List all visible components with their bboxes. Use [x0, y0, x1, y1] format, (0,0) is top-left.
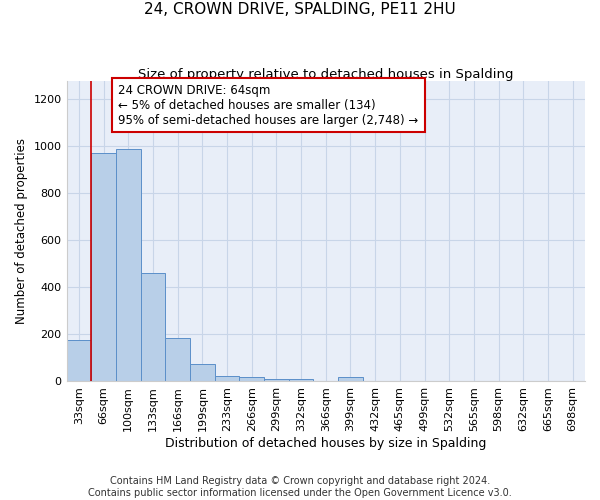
Bar [264, 378, 289, 382]
Text: 24, CROWN DRIVE, SPALDING, PE11 2HU: 24, CROWN DRIVE, SPALDING, PE11 2HU [144, 2, 456, 18]
Text: Contains HM Land Registry data © Crown copyright and database right 2024.
Contai: Contains HM Land Registry data © Crown c… [88, 476, 512, 498]
Bar [67, 340, 91, 382]
Bar [91, 154, 116, 382]
Y-axis label: Number of detached properties: Number of detached properties [15, 138, 28, 324]
X-axis label: Distribution of detached houses by size in Spalding: Distribution of detached houses by size … [165, 437, 487, 450]
Bar [338, 377, 363, 382]
Bar [116, 148, 140, 382]
Bar [190, 364, 215, 382]
Bar [140, 274, 165, 382]
Bar [165, 338, 190, 382]
Bar [289, 379, 313, 382]
Bar [239, 377, 264, 382]
Text: 24 CROWN DRIVE: 64sqm
← 5% of detached houses are smaller (134)
95% of semi-deta: 24 CROWN DRIVE: 64sqm ← 5% of detached h… [118, 84, 419, 126]
Bar [215, 376, 239, 382]
Title: Size of property relative to detached houses in Spalding: Size of property relative to detached ho… [138, 68, 514, 80]
